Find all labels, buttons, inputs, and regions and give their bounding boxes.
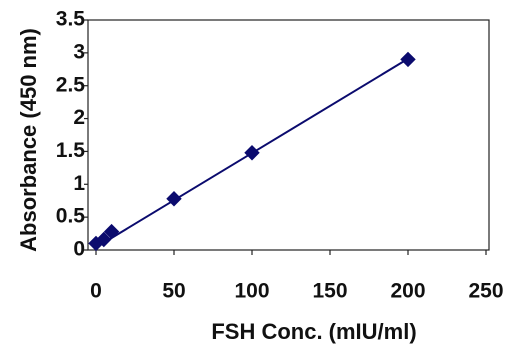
x-tick-label: 150 <box>312 280 347 303</box>
data-point <box>244 145 260 161</box>
y-tick-label: 2 <box>73 106 85 129</box>
data-point <box>103 223 120 240</box>
y-tick-label: 3 <box>73 40 85 63</box>
y-tick-label: 3.5 <box>56 8 86 31</box>
y-tick-label: 0.5 <box>56 205 86 228</box>
y-tick-label: 2.5 <box>56 73 86 96</box>
data-point <box>166 191 182 207</box>
x-tick-label: 0 <box>90 280 102 303</box>
x-axis-title: FSH Conc. (mIU/ml) <box>211 319 416 344</box>
x-tick-label: 200 <box>390 280 425 303</box>
plot-frame <box>87 19 490 251</box>
y-tick-label: 0 <box>73 238 85 261</box>
y-tick-label: 1.5 <box>56 139 86 162</box>
y-axis-title-group: Absorbance (450 nm) <box>16 28 41 252</box>
x-tick-label: 50 <box>162 280 185 303</box>
y-axis-title: Absorbance (450 nm) <box>16 28 41 252</box>
plot-area: 0 0.5 1 1.5 2 2.5 3 3.5 0 50 100 150 200 250 <box>56 8 504 303</box>
y-tick-label: 1 <box>73 172 85 195</box>
data-point <box>400 51 416 68</box>
x-tick-label: 100 <box>234 280 269 303</box>
x-tick-label: 250 <box>468 280 503 303</box>
data-point <box>96 231 112 248</box>
